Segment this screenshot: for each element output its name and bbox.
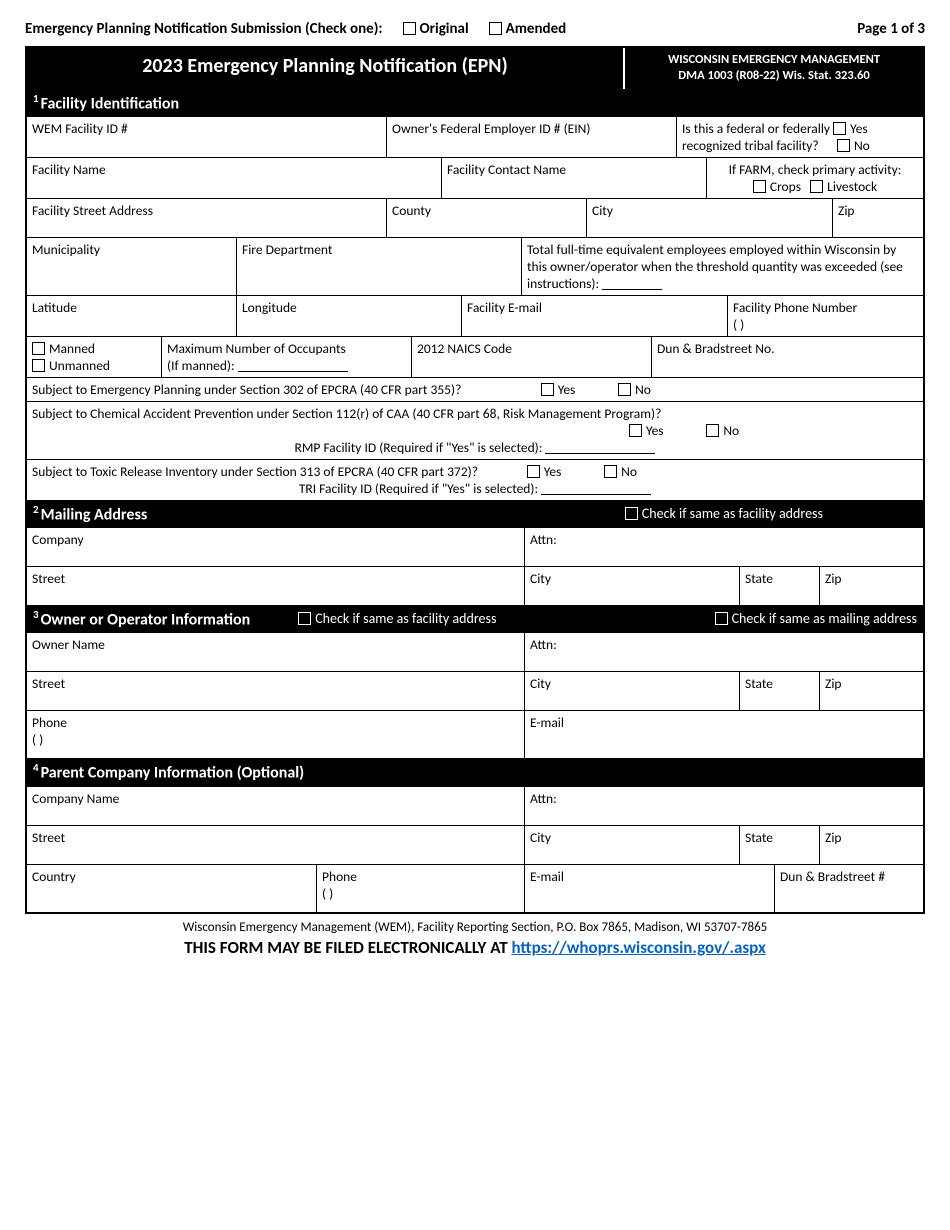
- field-s3-street[interactable]: Street: [27, 672, 525, 710]
- field-dun[interactable]: Dun & Bradstreet No.: [652, 337, 923, 377]
- field-farm: If FARM, check primary activity: Crops L…: [707, 158, 923, 198]
- checkbox-q112-no[interactable]: No: [706, 422, 739, 439]
- checkbox-q302-yes[interactable]: Yes: [541, 381, 576, 398]
- field-q313: Subject to Toxic Release Inventory under…: [27, 460, 923, 500]
- checkbox-q313-no[interactable]: No: [604, 463, 637, 480]
- field-naics[interactable]: 2012 NAICS Code: [412, 337, 652, 377]
- field-s2-city[interactable]: City: [525, 567, 740, 605]
- field-s3-owner[interactable]: Owner Name: [27, 633, 525, 671]
- field-street[interactable]: Facility Street Address: [27, 199, 387, 237]
- field-s3-phone[interactable]: Phone ( ): [27, 711, 525, 758]
- field-county[interactable]: County: [387, 199, 587, 237]
- field-city[interactable]: City: [587, 199, 833, 237]
- field-facility-email[interactable]: Facility E-mail: [462, 296, 728, 336]
- field-s2-attn[interactable]: Attn:: [525, 528, 923, 566]
- field-wem-id[interactable]: WEM Facility ID #: [27, 117, 387, 157]
- checkbox-livestock[interactable]: Livestock: [810, 178, 877, 195]
- checkbox-crops[interactable]: Crops: [753, 178, 801, 195]
- field-manned: Manned Unmanned: [27, 337, 162, 377]
- page-number: Page 1 of 3: [857, 20, 925, 38]
- field-ein[interactable]: Owner's Federal Employer ID # (EIN): [387, 117, 677, 157]
- field-s4-attn[interactable]: Attn:: [525, 787, 923, 825]
- section4-header: 4Parent Company Information (Optional): [27, 758, 923, 785]
- field-fte[interactable]: Total full-time equivalent employees emp…: [522, 238, 923, 295]
- checkbox-amended[interactable]: Amended: [489, 20, 567, 38]
- section3-header: 3Owner or Operator Information Check if …: [27, 605, 923, 632]
- checkbox-tribal-yes[interactable]: Yes: [833, 120, 868, 137]
- checkbox-tribal-no[interactable]: No: [837, 137, 870, 154]
- section1-header: 1Facility Identification: [27, 89, 923, 116]
- field-q112: Subject to Chemical Accident Prevention …: [27, 402, 923, 459]
- field-municipality[interactable]: Municipality: [27, 238, 237, 295]
- checkbox-q302-no[interactable]: No: [618, 381, 651, 398]
- section2-header: 2Mailing Address Check if same as facili…: [27, 500, 923, 527]
- form-title-side: WISCONSIN EMERGENCY MANAGEMENT DMA 1003 …: [623, 48, 923, 89]
- electronic-filing-link[interactable]: https://whoprs.wisconsin.gov/.aspx: [511, 937, 765, 958]
- field-s4-zip[interactable]: Zip: [820, 826, 923, 864]
- field-s3-zip[interactable]: Zip: [820, 672, 923, 710]
- checkbox-same-facility-s2[interactable]: Check if same as facility address: [625, 505, 823, 522]
- form-container: 2023 Emergency Planning Notification (EP…: [25, 46, 925, 914]
- checkbox-same-facility-s3[interactable]: Check if same as facility address: [298, 610, 496, 627]
- field-longitude[interactable]: Longitude: [237, 296, 462, 336]
- field-s3-email[interactable]: E-mail: [525, 711, 923, 758]
- field-s2-company[interactable]: Company: [27, 528, 525, 566]
- field-s3-city[interactable]: City: [525, 672, 740, 710]
- checkbox-same-mailing-s3[interactable]: Check if same as mailing address: [715, 610, 917, 627]
- checkbox-original[interactable]: Original: [403, 20, 469, 38]
- form-title: 2023 Emergency Planning Notification (EP…: [27, 48, 623, 89]
- page-header: Emergency Planning Notification Submissi…: [25, 20, 925, 38]
- footer-link-line: THIS FORM MAY BE FILED ELECTRONICALLY AT…: [25, 937, 925, 958]
- field-s2-state[interactable]: State: [740, 567, 820, 605]
- field-s4-street[interactable]: Street: [27, 826, 525, 864]
- field-tribal: Is this a federal or federally Yes recog…: [677, 117, 923, 157]
- field-facility-name[interactable]: Facility Name: [27, 158, 442, 198]
- footer-address: Wisconsin Emergency Management (WEM), Fa…: [25, 920, 925, 935]
- field-q302: Subject to Emergency Planning under Sect…: [27, 378, 923, 401]
- field-s4-company[interactable]: Company Name: [27, 787, 525, 825]
- field-contact-name[interactable]: Facility Contact Name: [442, 158, 707, 198]
- field-s2-street[interactable]: Street: [27, 567, 525, 605]
- field-s3-state[interactable]: State: [740, 672, 820, 710]
- form-title-row: 2023 Emergency Planning Notification (EP…: [27, 48, 923, 89]
- field-s4-state[interactable]: State: [740, 826, 820, 864]
- checkbox-q112-yes[interactable]: Yes: [629, 422, 664, 439]
- field-s4-country[interactable]: Country: [27, 865, 317, 912]
- checkbox-q313-yes[interactable]: Yes: [527, 463, 562, 480]
- field-max-occupants[interactable]: Maximum Number of Occupants (If manned):: [162, 337, 412, 377]
- field-s4-email[interactable]: E-mail: [525, 865, 775, 912]
- field-zip[interactable]: Zip: [833, 199, 923, 237]
- field-s4-city[interactable]: City: [525, 826, 740, 864]
- field-s4-phone[interactable]: Phone ( ): [317, 865, 525, 912]
- field-s4-dun[interactable]: Dun & Bradstreet #: [775, 865, 923, 912]
- field-s3-attn[interactable]: Attn:: [525, 633, 923, 671]
- checkbox-unmanned[interactable]: Unmanned: [32, 357, 110, 374]
- field-fire-dept[interactable]: Fire Department: [237, 238, 522, 295]
- header-title: Emergency Planning Notification Submissi…: [25, 20, 383, 38]
- field-facility-phone[interactable]: Facility Phone Number ( ): [728, 296, 923, 336]
- field-s2-zip[interactable]: Zip: [820, 567, 923, 605]
- field-latitude[interactable]: Latitude: [27, 296, 237, 336]
- checkbox-manned[interactable]: Manned: [32, 340, 95, 357]
